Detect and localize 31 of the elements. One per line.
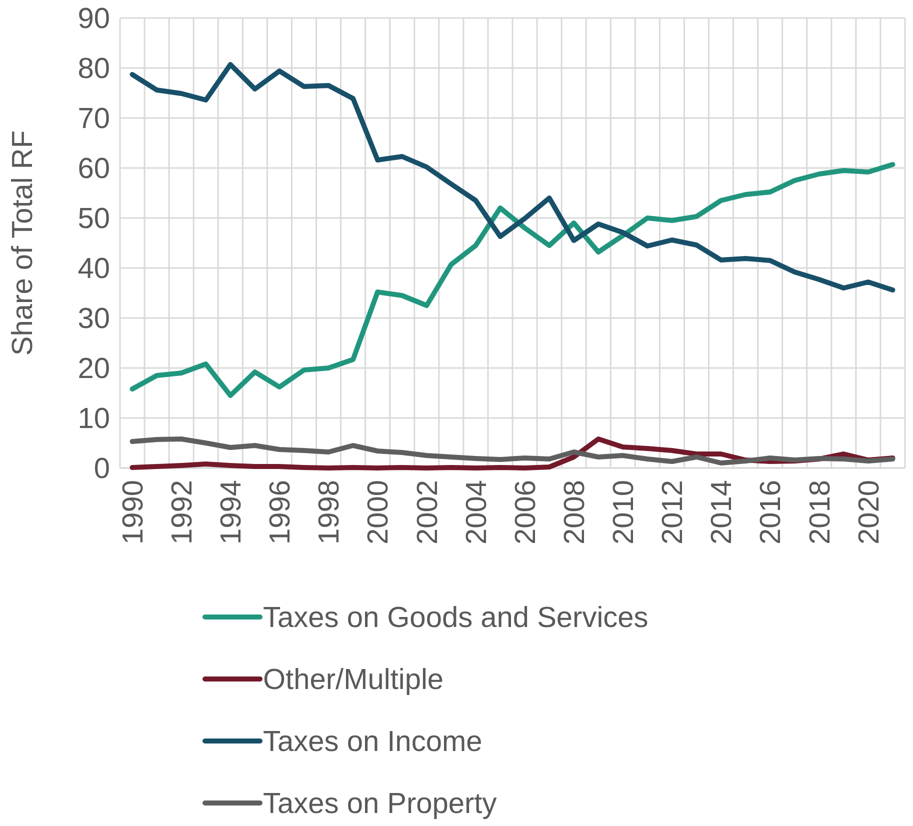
x-tick-label: 1996 bbox=[264, 480, 297, 545]
legend-label: Taxes on Income bbox=[263, 726, 482, 758]
y-tick-label: 60 bbox=[78, 153, 110, 186]
x-tick-label: 2000 bbox=[362, 480, 395, 545]
x-tick-label: 2018 bbox=[804, 480, 836, 545]
legend-label: Other/Multiple bbox=[263, 664, 444, 696]
x-tick-label: 2020 bbox=[853, 480, 886, 545]
x-tick-label: 2014 bbox=[706, 480, 738, 545]
y-tick-label: 70 bbox=[78, 103, 110, 136]
y-tick-label: 90 bbox=[78, 3, 110, 36]
y-axis-title: Share of Total RF bbox=[7, 130, 39, 356]
y-tick-label: 20 bbox=[78, 353, 110, 386]
x-tick-label: 2006 bbox=[510, 480, 542, 545]
x-tick-label: 1992 bbox=[166, 480, 198, 545]
legend-label: Taxes on Property bbox=[263, 788, 498, 820]
y-tick-label: 10 bbox=[78, 403, 110, 436]
x-tick-label: 2002 bbox=[412, 480, 444, 545]
y-tick-label: 50 bbox=[78, 203, 110, 236]
y-tick-label: 30 bbox=[78, 303, 110, 336]
x-tick-label: 2016 bbox=[755, 480, 788, 545]
x-tick-label: 2004 bbox=[460, 480, 493, 545]
x-tick-label: 1994 bbox=[216, 480, 248, 545]
x-tick-label: 1998 bbox=[314, 480, 346, 545]
y-tick-label: 80 bbox=[78, 53, 110, 86]
x-tick-label: 2012 bbox=[657, 480, 690, 545]
y-tick-label: 0 bbox=[94, 453, 110, 486]
legend-label: Taxes on Goods and Services bbox=[263, 602, 648, 634]
x-tick-label: 2010 bbox=[608, 480, 640, 545]
y-tick-label: 40 bbox=[78, 253, 110, 286]
x-tick-label: 1990 bbox=[117, 480, 150, 545]
x-tick-label: 2008 bbox=[558, 480, 591, 545]
